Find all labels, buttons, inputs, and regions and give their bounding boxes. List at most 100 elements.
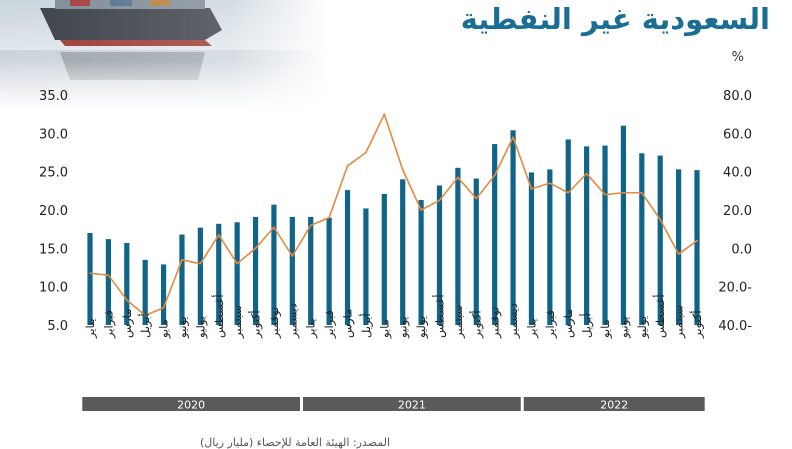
bar <box>105 239 111 325</box>
line-point <box>236 262 238 265</box>
x-tick-label: مارس <box>561 309 576 338</box>
right-tick-label: 20.0 <box>723 204 752 219</box>
line-point <box>217 234 220 236</box>
x-tick-label: أبريل <box>579 313 595 338</box>
x-tick-label: يوليو <box>414 316 429 339</box>
bar <box>400 179 406 325</box>
x-tick-label: أكتوبر <box>689 310 705 339</box>
year-label: 2021 <box>398 399 426 412</box>
line-point <box>144 314 146 317</box>
x-tick-label: سبتمبر <box>230 305 245 339</box>
line-point <box>512 136 514 138</box>
bar <box>252 216 259 325</box>
line-point <box>346 165 349 167</box>
line-point <box>457 176 459 179</box>
year-band <box>523 397 705 411</box>
x-tick-label: سبتمبر <box>672 305 687 339</box>
x-tick-label: ديسمبر <box>285 303 300 339</box>
bar <box>160 264 167 325</box>
line-point <box>677 253 680 255</box>
line-point <box>696 239 698 242</box>
x-tick-label: يونيو <box>175 316 190 339</box>
bar <box>565 139 571 325</box>
line-point <box>291 255 294 257</box>
right-tick-label: 60.0 <box>723 127 752 142</box>
line-point <box>585 172 588 175</box>
bar <box>197 227 203 325</box>
left-tick-label: 25.0 <box>39 166 68 181</box>
left-tick-label: 10.0 <box>39 281 68 296</box>
x-tick-label: أبريل <box>358 313 374 338</box>
left-tick-label: 15.0 <box>39 242 68 257</box>
line-point <box>549 182 551 184</box>
line-point <box>438 199 441 202</box>
line-point <box>475 197 478 200</box>
bar <box>142 259 148 325</box>
left-tick-label: 30.0 <box>39 127 68 142</box>
bar <box>510 130 516 325</box>
growth-line <box>89 113 698 317</box>
x-tick-label: أغسطس <box>211 294 227 338</box>
x-tick-label: أبريل <box>137 313 153 338</box>
x-tick-label: يونيو <box>616 316 631 339</box>
bar <box>492 144 498 325</box>
x-tick-label: يونيو <box>396 316 411 339</box>
bar <box>602 145 608 325</box>
bar <box>381 193 387 325</box>
x-tick-label: فبراير <box>322 310 337 339</box>
line-point <box>567 191 570 194</box>
right-tick-label: 0.0 <box>731 242 752 257</box>
line-point <box>254 247 257 250</box>
x-axis-labels: يناير فبراير مارس أبريل مايو يونيو يوليو أغسطس س… <box>83 294 705 339</box>
x-tick-label: سبتمبر <box>451 305 466 339</box>
year-bands: 2020 2021 2022 <box>82 397 705 412</box>
left-axis: 35.0 30.0 25.0 20.0 15.0 10.0 5.0 <box>39 89 68 334</box>
right-tick-label: 80.0 <box>723 89 752 104</box>
right-axis-unit: % <box>731 50 744 65</box>
bar <box>473 178 479 325</box>
x-tick-label: أغسطس <box>652 294 668 338</box>
line-point <box>107 274 110 276</box>
line-point <box>420 209 422 211</box>
line-point <box>273 226 275 229</box>
bar <box>308 216 314 325</box>
x-tick-label: ديسمبر <box>506 303 521 339</box>
x-tick-label: فبراير <box>543 310 558 339</box>
bar <box>216 223 222 325</box>
line-point <box>401 168 404 171</box>
line-point <box>125 299 128 301</box>
line-point <box>622 191 625 194</box>
line-point <box>365 151 367 154</box>
x-tick-label: نوفمبر <box>488 307 503 339</box>
line-point <box>309 224 312 227</box>
bar <box>676 169 682 325</box>
right-tick-label: 20.0- <box>718 281 752 296</box>
line-series <box>89 113 698 317</box>
bar <box>179 234 185 325</box>
line-point <box>328 216 330 219</box>
x-tick-label: أكتوبر <box>468 310 484 339</box>
line-point <box>181 259 183 261</box>
bar <box>326 217 332 325</box>
bar <box>234 222 240 325</box>
bar <box>344 190 351 325</box>
x-tick-label: نوفمبر <box>267 307 282 339</box>
line-point <box>383 113 386 115</box>
line-point <box>162 306 165 309</box>
line-point <box>493 174 496 177</box>
bar <box>584 146 590 325</box>
x-tick-label: يوليو <box>193 316 208 339</box>
line-point <box>641 191 643 194</box>
right-tick-label: 40.0 <box>723 166 752 181</box>
chart-title: السعودية غير النفطية <box>460 2 770 36</box>
year-band <box>82 397 301 411</box>
bar <box>271 204 277 325</box>
right-tick-label: 40.0- <box>718 319 752 334</box>
left-tick-label: 20.0 <box>39 204 68 219</box>
year-label: 2020 <box>177 399 205 412</box>
x-tick-label: يناير <box>83 318 98 339</box>
bar <box>528 172 535 325</box>
x-tick-label: أغسطس <box>431 294 447 338</box>
x-tick-label: فبراير <box>101 310 116 339</box>
bar-series <box>87 125 700 325</box>
